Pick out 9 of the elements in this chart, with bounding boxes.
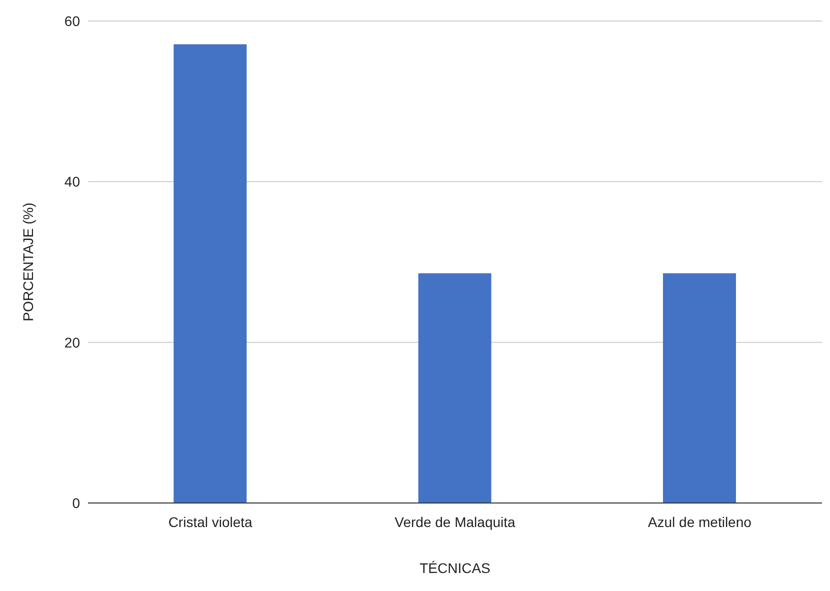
- x-tick-label: Cristal violeta: [168, 514, 253, 530]
- x-tick-label: Verde de Malaquita: [394, 514, 516, 530]
- x-tick-label: Azul de metileno: [648, 514, 752, 530]
- x-axis-title: TÉCNICAS: [420, 560, 490, 576]
- y-axis-title: PORCENTAJE (%): [20, 202, 36, 322]
- y-tick-label: 40: [64, 174, 80, 190]
- y-tick-label: 20: [64, 334, 80, 350]
- y-tick-label: 60: [64, 12, 80, 29]
- y-tick-label: 0: [72, 494, 80, 511]
